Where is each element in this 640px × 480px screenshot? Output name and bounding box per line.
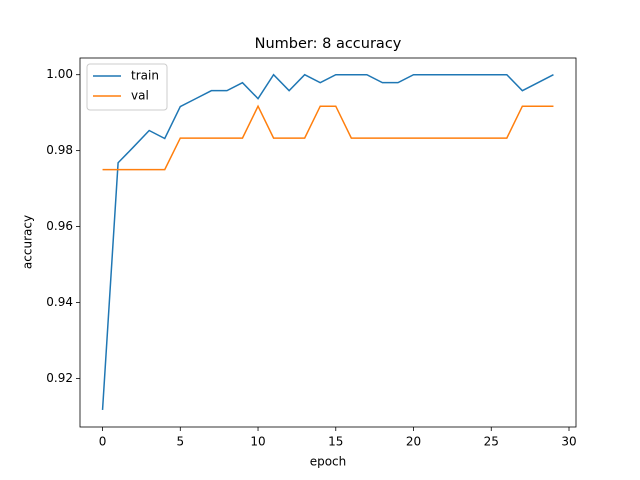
y-axis-label: accuracy	[21, 215, 35, 269]
x-tick-label: 5	[176, 435, 184, 449]
x-tick-label: 25	[484, 435, 499, 449]
x-tick-label: 20	[406, 435, 421, 449]
line-series	[101, 73, 554, 410]
y-tick-label: 0.98	[46, 143, 73, 157]
chart-title: Number: 8 accuracy	[255, 36, 402, 52]
y-tick-label: 1.00	[46, 67, 73, 81]
y-tick-label: 0.94	[46, 295, 73, 309]
x-tick-label: 30	[561, 435, 576, 449]
legend: train val	[86, 63, 168, 111]
x-axis-label: epoch	[310, 455, 347, 469]
x-tick-label: 15	[328, 435, 343, 449]
x-tick-label: 10	[250, 435, 265, 449]
legend-label: train	[131, 69, 159, 83]
line-series	[102, 104, 554, 171]
y-tick-label: 0.92	[46, 371, 73, 385]
legend-label: val	[131, 89, 149, 103]
x-tick-label: 0	[99, 435, 107, 449]
plot-frame	[79, 57, 577, 428]
y-tick-label: 0.96	[46, 219, 73, 233]
